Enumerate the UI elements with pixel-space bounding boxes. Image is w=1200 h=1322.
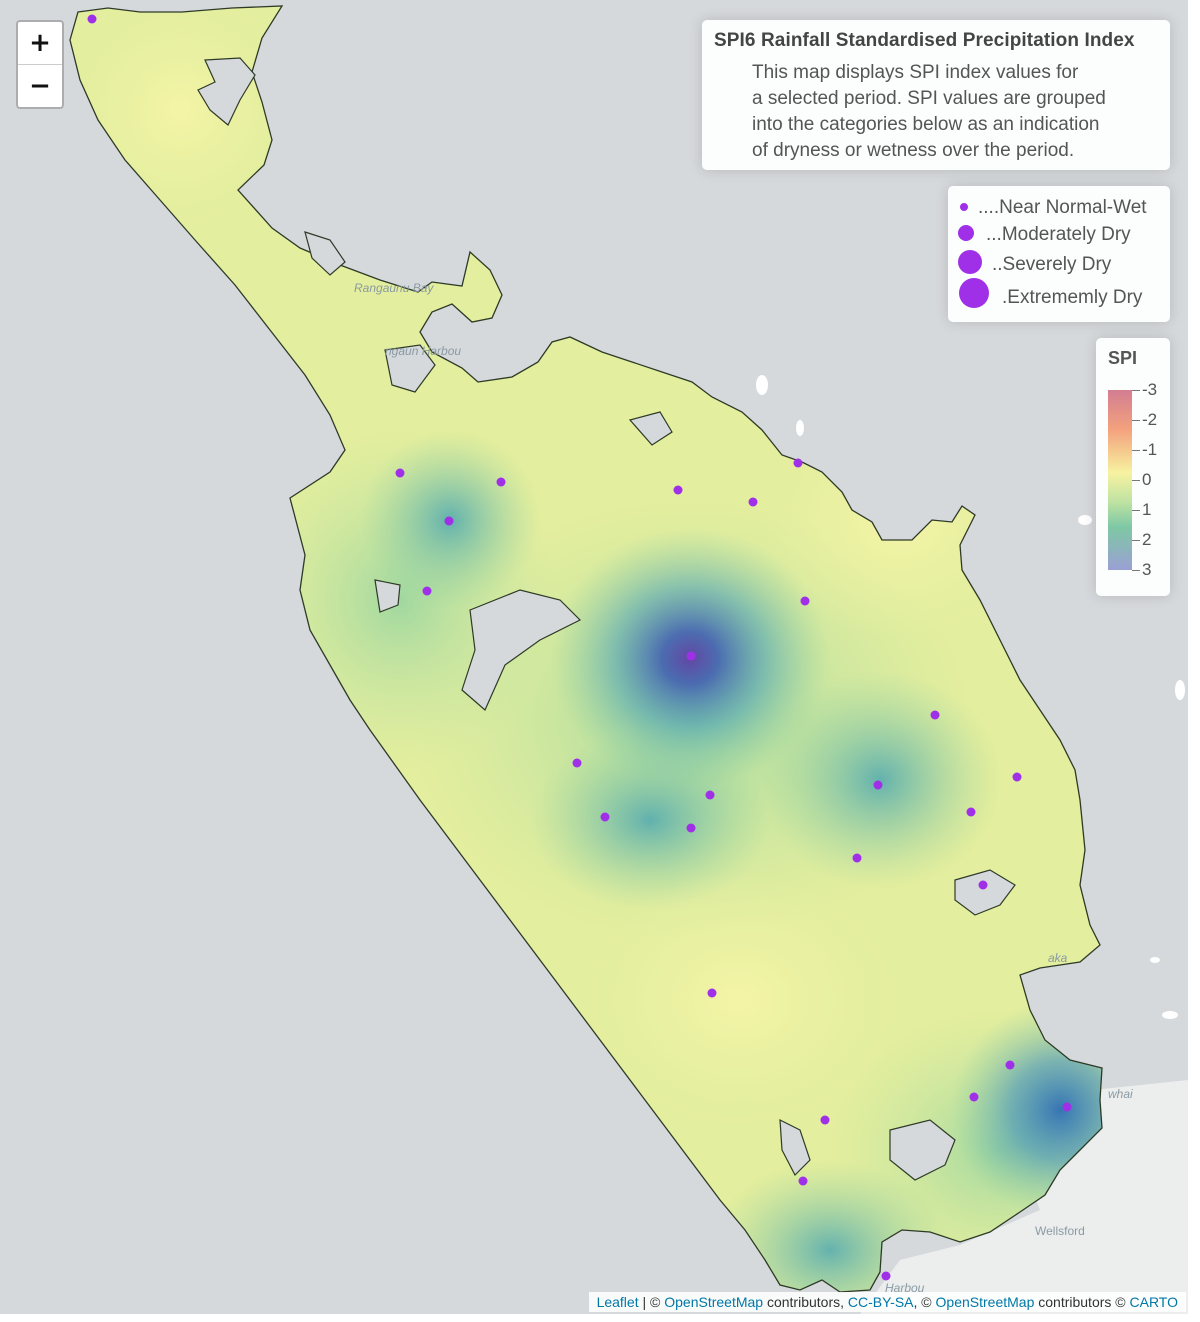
station-point[interactable] bbox=[1005, 1060, 1015, 1070]
colorbar-tick-label: 3 bbox=[1142, 560, 1152, 579]
spi-colorbar-legend: SPI -3 -2 -1 0 1 2 3 bbox=[1096, 338, 1170, 596]
station-point[interactable] bbox=[798, 1176, 808, 1186]
legend-label-severely-dry: ..Severely Dry bbox=[992, 254, 1112, 275]
legend-label-extremely-dry: .Extrememly Dry bbox=[1002, 287, 1143, 308]
station-point[interactable] bbox=[707, 988, 717, 998]
station-point[interactable] bbox=[820, 1115, 830, 1125]
legend-label-near-normal-wet: ....Near Normal-Wet bbox=[978, 197, 1147, 218]
attribution-text: contributors, bbox=[763, 1294, 848, 1310]
station-point[interactable] bbox=[87, 14, 97, 24]
colorbar-tick-label: -1 bbox=[1142, 440, 1158, 459]
station-point[interactable] bbox=[600, 812, 610, 822]
rangaunu-harbour bbox=[384, 344, 436, 393]
osm-link[interactable]: OpenStreetMap bbox=[935, 1294, 1035, 1310]
place-label-group: Rangaunu Bay ngaun Harbou aka whai Wells… bbox=[354, 281, 1133, 1295]
category-legend: ....Near Normal-Wet ...Moderately Dry ..… bbox=[948, 186, 1170, 322]
station-point[interactable] bbox=[673, 485, 683, 495]
colorbar-tick-label: -2 bbox=[1142, 410, 1158, 429]
legend-item-extremely-dry: .Extrememly Dry bbox=[948, 278, 1170, 308]
station-point[interactable] bbox=[748, 497, 758, 507]
colorbar-tick-label: 2 bbox=[1142, 530, 1152, 549]
colorbar-tick bbox=[1132, 420, 1140, 421]
osm-link[interactable]: OpenStreetMap bbox=[664, 1294, 764, 1310]
parengarenga-harbour bbox=[197, 57, 256, 126]
legend-dot-severely-dry bbox=[958, 250, 982, 274]
attribution-text: , © bbox=[913, 1294, 936, 1310]
cc-by-sa-link[interactable]: CC-BY-SA bbox=[847, 1294, 914, 1310]
legend-item-severely-dry: ..Severely Dry bbox=[948, 248, 1170, 278]
kaipara-arm bbox=[889, 1119, 956, 1181]
attribution-text: contributors © bbox=[1034, 1294, 1130, 1310]
map-attribution: Leaflet | © OpenStreetMap contributors, … bbox=[588, 1292, 1186, 1312]
leaflet-link[interactable]: Leaflet bbox=[596, 1294, 639, 1310]
info-description: This map displays SPI index values for a… bbox=[752, 62, 1106, 161]
whangaroa-harbour bbox=[628, 411, 673, 446]
station-point[interactable] bbox=[930, 710, 940, 720]
zoom-control: + − bbox=[16, 20, 64, 109]
colorbar-tick bbox=[1132, 570, 1140, 571]
station-point[interactable] bbox=[705, 790, 715, 800]
islands bbox=[756, 375, 1185, 1019]
station-point[interactable] bbox=[686, 651, 696, 661]
herekino-harbour bbox=[374, 579, 401, 613]
legend-dot-moderately-dry bbox=[958, 225, 974, 241]
station-point[interactable] bbox=[496, 477, 506, 487]
legend-label-moderately-dry: ...Moderately Dry bbox=[986, 224, 1131, 245]
colorbar-tick bbox=[1132, 390, 1140, 391]
station-point[interactable] bbox=[966, 807, 976, 817]
colorbar-tick bbox=[1132, 480, 1140, 481]
station-point[interactable] bbox=[978, 880, 988, 890]
colorbar-tick bbox=[1132, 450, 1140, 451]
station-point[interactable] bbox=[852, 853, 862, 863]
legend-dot-extremely-dry bbox=[959, 278, 989, 308]
station-point[interactable] bbox=[1012, 772, 1022, 782]
place-label-wellsford: Wellsford bbox=[1035, 1224, 1085, 1238]
legend-dot-near-normal-wet bbox=[960, 203, 968, 211]
station-point[interactable] bbox=[395, 468, 405, 478]
station-points[interactable] bbox=[87, 14, 1072, 1281]
harbours bbox=[197, 57, 1016, 1181]
coastline bbox=[69, 5, 1103, 1293]
place-label-rangaunu-harbour: ngaun Harbou bbox=[385, 344, 461, 358]
station-point[interactable] bbox=[1062, 1102, 1072, 1112]
place-label-aka: aka bbox=[1048, 951, 1068, 965]
station-point[interactable] bbox=[444, 516, 454, 526]
whangarei-harbour bbox=[954, 869, 1016, 916]
land-south-basemap bbox=[860, 1080, 1188, 1314]
place-label-rangaunu-bay: Rangaunu Bay bbox=[354, 281, 434, 295]
kaipara-inlet bbox=[779, 1118, 811, 1177]
info-title: SPI6 Rainfall Standardised Precipitation… bbox=[714, 30, 1135, 51]
station-point[interactable] bbox=[686, 823, 696, 833]
colorbar-gradient bbox=[1108, 390, 1132, 570]
station-point[interactable] bbox=[800, 596, 810, 606]
zoom-out-button[interactable]: − bbox=[18, 64, 62, 107]
colorbar-tick bbox=[1132, 540, 1140, 541]
station-point[interactable] bbox=[793, 458, 803, 468]
carto-link[interactable]: CARTO bbox=[1129, 1294, 1179, 1310]
station-point[interactable] bbox=[969, 1092, 979, 1102]
hokianga-harbour bbox=[461, 589, 582, 711]
place-label-harbou: Harbou bbox=[885, 1281, 925, 1295]
legend-item-moderately-dry: ...Moderately Dry bbox=[948, 220, 1170, 250]
station-point[interactable] bbox=[881, 1271, 891, 1281]
colorbar-title: SPI bbox=[1108, 348, 1138, 368]
legend-item-near-normal-wet: ....Near Normal-Wet bbox=[948, 192, 1170, 222]
info-panel: SPI6 Rainfall Standardised Precipitation… bbox=[702, 20, 1170, 170]
zoom-in-button[interactable]: + bbox=[29, 28, 51, 58]
place-label-whai: whai bbox=[1108, 1087, 1133, 1101]
station-point[interactable] bbox=[873, 780, 883, 790]
rangaunu-inlet bbox=[304, 231, 346, 276]
colorbar-tick-label: 1 bbox=[1142, 500, 1152, 519]
station-point[interactable] bbox=[572, 758, 582, 768]
colorbar-tick-label: -3 bbox=[1142, 380, 1158, 399]
station-point[interactable] bbox=[422, 586, 432, 596]
colorbar-tick-label: 0 bbox=[1142, 470, 1152, 489]
attribution-text: | © bbox=[638, 1294, 665, 1310]
colorbar-tick bbox=[1132, 510, 1140, 511]
